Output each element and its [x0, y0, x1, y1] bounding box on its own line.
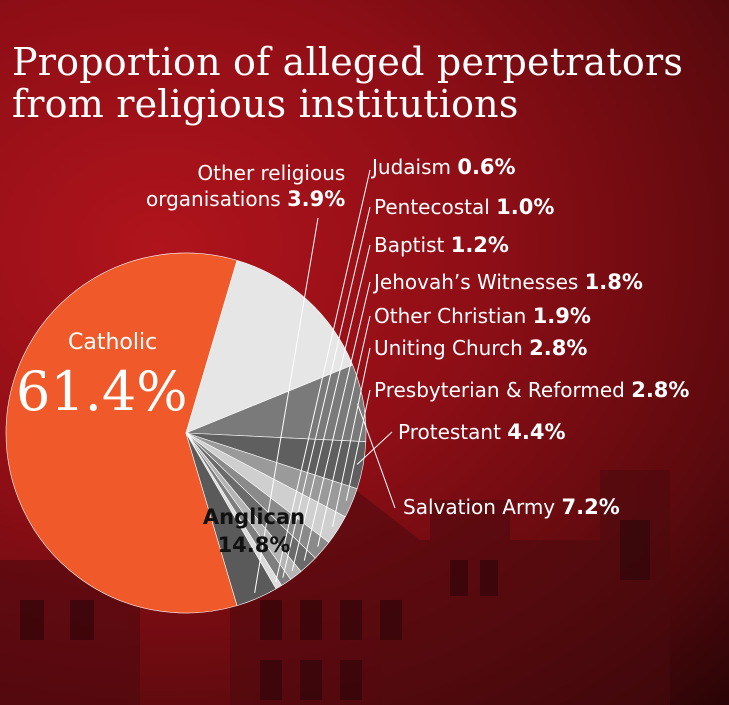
pie-slices — [5, 252, 367, 614]
slice-value-baptist: 1.2% — [450, 233, 509, 257]
slice-label-anglican-block: Anglican 14.8% — [196, 503, 312, 559]
slice-value-other-religious: 3.9% — [287, 187, 346, 211]
slice-label-presbyterian-row: Presbyterian & Reformed 2.8% — [374, 377, 689, 403]
leader-line-protestant — [356, 431, 393, 465]
pie-slice-catholic — [5, 252, 238, 614]
slice-label-baptist-row: Baptist 1.2% — [374, 232, 509, 258]
slice-value-uniting: 2.8% — [529, 336, 588, 360]
slice-label-presbyterian: Presbyterian & Reformed — [374, 378, 625, 402]
slice-label-judaism-row: Judaism 0.6% — [372, 154, 516, 180]
slice-label-salvation-row: Salvation Army 7.2% — [403, 494, 620, 520]
slice-label-other-religious-line2: organisations — [146, 187, 281, 211]
leader-line-jehovah-s-witnesses — [303, 281, 371, 561]
leader-lines — [254, 169, 396, 593]
slice-value-anglican: 14.8% — [217, 533, 291, 557]
leader-line-other-christian — [317, 315, 371, 547]
slice-label-baptist: Baptist — [374, 233, 445, 257]
chart-title-line-2: from religious institutions — [12, 82, 519, 126]
slice-value-other-christian: 1.9% — [532, 304, 591, 328]
slice-label-pentecostal: Pentecostal — [374, 195, 490, 219]
slice-value-salvation: 7.2% — [561, 495, 620, 519]
slice-value-judaism: 0.6% — [457, 155, 516, 179]
slice-label-other-religious-line1: Other religious — [197, 161, 346, 185]
slice-value-presbyterian: 2.8% — [631, 378, 690, 402]
leader-line-baptist — [291, 244, 371, 571]
chart-title-line-1: Proportion of alleged perpetrators — [12, 40, 684, 84]
pie-slice-anglican — [185, 260, 354, 434]
slice-label-uniting-row: Uniting Church 2.8% — [374, 335, 587, 361]
slice-label-protestant: Protestant — [398, 420, 501, 444]
leader-line-uniting-church — [332, 347, 371, 527]
slice-value-pentecostal: 1.0% — [496, 195, 555, 219]
slice-label-catholic: Catholic — [68, 330, 158, 355]
slice-label-protestant-row: Protestant 4.4% — [398, 419, 566, 445]
slice-value-protestant: 4.4% — [507, 420, 566, 444]
slice-label-anglican: Anglican — [202, 505, 306, 529]
pie-slice-other-religious-organisations — [185, 432, 277, 606]
slice-label-other-religious-block: Other religious organisations 3.9% — [146, 160, 345, 212]
leader-line-judaism — [275, 169, 371, 583]
slice-label-jehovah-row: Jehovah’s Witnesses 1.8% — [374, 269, 643, 295]
slice-label-salvation: Salvation Army — [403, 495, 556, 519]
leader-line-presbyterian-reformed — [345, 389, 371, 501]
slice-label-judaism: Judaism — [372, 155, 451, 179]
leader-line-other-religious-organisations — [254, 217, 319, 593]
slice-value-catholic: 61.4% — [16, 360, 188, 423]
slice-label-jehovah: Jehovah’s Witnesses — [374, 270, 579, 294]
slice-label-uniting: Uniting Church — [374, 336, 523, 360]
slice-label-other-christian-row: Other Christian 1.9% — [374, 303, 591, 329]
slice-label-other-christian: Other Christian — [374, 304, 527, 328]
leader-line-pentecostal — [282, 206, 371, 578]
slice-label-pentecostal-row: Pentecostal 1.0% — [374, 194, 554, 220]
slice-value-jehovah: 1.8% — [584, 270, 643, 294]
